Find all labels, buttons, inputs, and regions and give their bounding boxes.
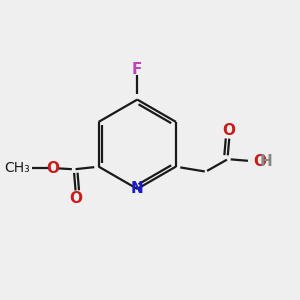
Text: O: O xyxy=(253,154,266,169)
Text: N: N xyxy=(131,182,144,196)
Text: O: O xyxy=(46,160,59,175)
Text: O: O xyxy=(223,123,236,138)
Text: H: H xyxy=(260,154,272,169)
Text: CH₃: CH₃ xyxy=(4,161,30,175)
Text: F: F xyxy=(132,62,142,77)
Text: O: O xyxy=(69,191,82,206)
